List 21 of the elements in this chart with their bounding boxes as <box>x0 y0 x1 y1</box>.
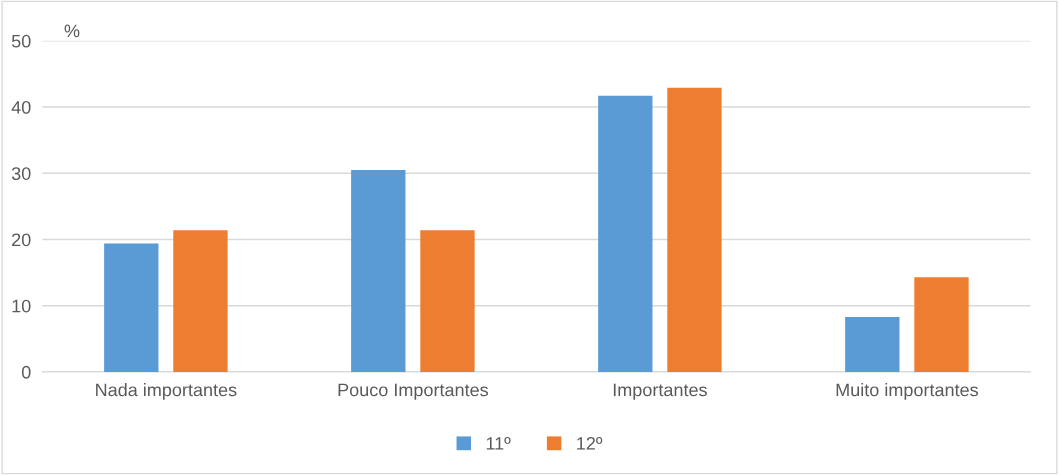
legend-label: 11º <box>486 436 511 450</box>
y-tick-label: 30 <box>11 167 31 180</box>
y-tick-label: 40 <box>11 101 31 114</box>
y-axis-title: % <box>64 24 80 38</box>
bar <box>667 87 722 372</box>
bar <box>104 243 159 372</box>
bar <box>420 230 475 372</box>
bar <box>914 277 969 372</box>
x-tick-label: Pouco Importantes <box>338 383 489 400</box>
bar <box>351 169 406 372</box>
bar <box>598 95 653 372</box>
y-tick-label: 20 <box>12 233 31 247</box>
y-tick-label: 10 <box>12 299 31 313</box>
y-tick-label: 0 <box>21 365 31 379</box>
legend-label: 12º <box>577 436 603 450</box>
y-tick-label: 50 <box>11 34 31 48</box>
x-tick-label: Muito importantes <box>836 383 979 400</box>
x-tick-label: Nada importantes <box>96 383 237 400</box>
x-tick-label: Importantes <box>613 383 707 400</box>
bar <box>173 230 228 372</box>
bar <box>845 316 900 372</box>
